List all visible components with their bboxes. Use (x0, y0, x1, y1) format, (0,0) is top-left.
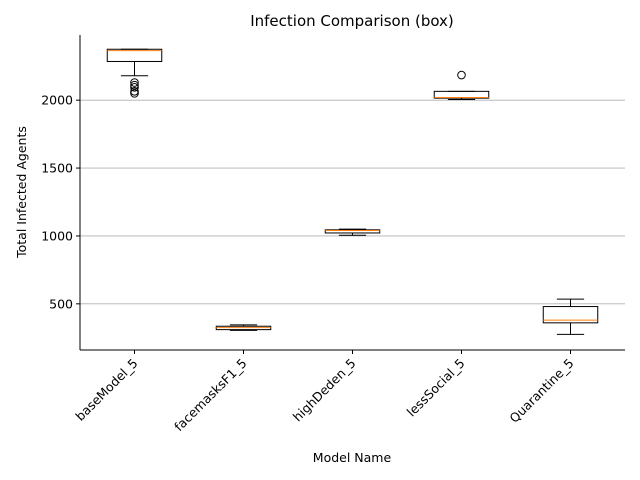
outlier-point (130, 87, 139, 96)
x-ticks: baseModel_5 facemasksF1_5 highDeden_5 lessS… (72, 350, 577, 435)
x-tick-label: baseModel_5 (72, 356, 140, 424)
box-lessSocial_5 (433, 70, 490, 100)
outlier-point (457, 70, 466, 80)
box-highDeden_5 (324, 228, 381, 236)
x-tick-label: Quarantine_5 (506, 356, 576, 426)
box-iqr (106, 48, 163, 62)
outlier-point (130, 82, 139, 92)
chart-title: Infection Comparison (box) (250, 12, 454, 30)
box-iqr (324, 229, 381, 234)
y-tick-label: 1500 (41, 161, 73, 176)
boxes (106, 48, 599, 335)
outlier-point (130, 80, 139, 90)
x-axis-label: Model Name (313, 450, 392, 465)
x-tick-label: highDeden_5 (290, 356, 359, 425)
y-ticks: 500 1000 1500 2000 (41, 93, 80, 311)
x-tick-label: lessSocial_5 (404, 356, 468, 420)
y-tick-label: 500 (49, 296, 73, 311)
grid-lines (80, 99, 625, 305)
box-iqr (542, 306, 599, 324)
x-tick-label: facemasksF1_5 (171, 356, 250, 435)
box-iqr (433, 90, 490, 99)
box-baseModel_5 (106, 48, 163, 98)
y-tick-label: 2000 (41, 93, 73, 108)
outlier-point (130, 78, 139, 87)
box-facemasksF1_5 (215, 324, 272, 331)
outlier-point (130, 89, 139, 98)
y-tick-label: 1000 (41, 228, 73, 243)
box-Quarantine_5 (542, 298, 599, 335)
y-axis-label: Total Infected Agents (14, 126, 29, 259)
axes (79, 35, 625, 351)
